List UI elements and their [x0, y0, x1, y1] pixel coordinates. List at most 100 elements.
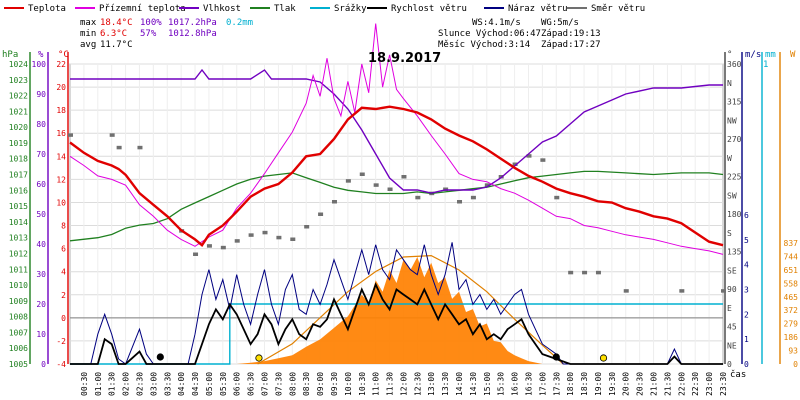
celsius-tick-label: 2: [61, 291, 66, 300]
humidity-line: [70, 68, 723, 194]
time-tick-label: 18:00: [566, 372, 575, 396]
celsius-tick-label: 6: [61, 245, 66, 254]
watt-tick-label: 186: [784, 333, 799, 342]
wind-direction-mark: [457, 200, 463, 204]
time-tick-label: 23:30: [719, 372, 728, 396]
celsius-tick-label: -4: [56, 360, 66, 369]
wind-direction-mark: [540, 158, 546, 162]
watt-tick-label: 558: [784, 279, 799, 288]
direction-tick-label: 180: [727, 210, 742, 219]
celsius-tick-label: -2: [56, 337, 66, 346]
time-tick-label: 02:30: [135, 372, 144, 396]
time-tick-label: 07:00: [261, 372, 270, 396]
hpa-tick-label: 1014: [9, 218, 28, 227]
time-tick-label: 08:00: [288, 372, 297, 396]
stat-min-pressure: 1012.8hPa: [168, 29, 217, 39]
legend-label: Směr větru: [591, 4, 645, 14]
time-tick-label: 07:30: [274, 372, 283, 396]
legend-item: Teplota: [4, 4, 66, 14]
time-tick-label: 05:00: [205, 372, 214, 396]
direction-tick-label: NE: [727, 341, 737, 350]
direction-tick-label: 225: [727, 173, 742, 182]
legend: Teplota Přízemní teplota Vlhkost Tlak Srážky…: [4, 4, 645, 14]
time-tick-label: 04:30: [191, 372, 200, 396]
legend-label: Teplota: [28, 4, 66, 14]
pct-tick-label: 20: [36, 300, 46, 309]
celsius-tick-label: 8: [61, 222, 66, 231]
watt-tick-label: 372: [784, 306, 799, 315]
time-tick-label: 15:30: [497, 372, 506, 396]
stat-max-temp: 18.4°C: [100, 18, 133, 28]
axis-ticks: 1024102310221021102010191018101710161015…: [9, 60, 798, 396]
stat-max-humidity: 100%: [140, 18, 162, 28]
hpa-tick-label: 1017: [9, 171, 28, 180]
time-tick-label: 16:30: [524, 372, 533, 396]
stat-sun-set: Západ:19:13: [541, 29, 601, 39]
hpa-tick-label: 1021: [9, 107, 28, 116]
wind-direction-mark: [595, 270, 601, 275]
time-tick-label: 19:30: [608, 372, 617, 396]
time-tick-label: 21:30: [663, 372, 672, 396]
stat-avg-label: avg: [80, 40, 96, 50]
wind-direction-mark: [526, 154, 532, 158]
time-tick-label: 20:30: [636, 372, 645, 396]
direction-tick-label: N: [727, 79, 732, 88]
wind-direction-mark: [304, 225, 310, 229]
hpa-tick-label: 1007: [9, 328, 28, 337]
watt-tick-label: 279: [784, 320, 799, 329]
wind-direction-mark: [193, 252, 199, 256]
stat-avg-temp: 11.7°C: [100, 40, 133, 50]
celsius-tick-label: 10: [56, 198, 66, 207]
time-tick-label: 08:30: [302, 372, 311, 396]
time-tick-label: 06:00: [233, 372, 242, 396]
celsius-tick-label: 16: [56, 129, 66, 138]
time-tick-label: 18:30: [580, 372, 589, 396]
celsius-tick-label: 0: [61, 314, 66, 323]
time-tick-label: 13:00: [427, 372, 436, 396]
pct-tick-label: 70: [36, 150, 46, 159]
legend-item: Rychlost větru: [367, 4, 467, 14]
mm-unit-label: mm: [765, 50, 776, 60]
wind-direction-mark: [318, 212, 324, 216]
solar-area: [70, 257, 723, 364]
direction-tick-label: 45: [727, 323, 737, 332]
legend-item: Tlak: [250, 4, 296, 14]
ms-tick-label: 6: [744, 211, 749, 220]
direction-tick-label: NW: [727, 116, 737, 125]
solar-theory-line: [257, 254, 564, 365]
pct-unit-label: %: [38, 50, 44, 60]
watt-tick-label: 465: [784, 293, 799, 302]
direction-tick-label: SW: [727, 191, 737, 200]
time-tick-label: 04:00: [177, 372, 186, 396]
stat-max-label: max: [80, 18, 97, 28]
celsius-tick-label: 18: [56, 106, 66, 115]
time-tick-label: 12:00: [399, 372, 408, 396]
direction-tick-label: E: [727, 304, 732, 313]
temperature-line: [69, 105, 724, 247]
wind-direction-mark: [248, 233, 254, 237]
stat-min-label: min: [80, 29, 96, 39]
time-tick-label: 22:00: [677, 372, 686, 396]
wind-direction-mark: [443, 187, 449, 191]
time-tick-label: 17:30: [552, 372, 561, 396]
pct-tick-label: 10: [36, 330, 46, 339]
wind-direction-mark: [679, 289, 685, 293]
time-tick-label: 14:00: [455, 372, 464, 396]
pressure-line: [69, 170, 724, 242]
ms-unit-label: m/s: [745, 50, 761, 60]
time-tick-label: 01:30: [108, 372, 117, 396]
stat-moon: Měsíc Východ:3:14: [438, 40, 530, 50]
time-tick-label: 05:30: [219, 372, 228, 396]
time-tick-label: 11:30: [386, 372, 395, 396]
celsius-tick-label: 12: [56, 175, 66, 184]
wind-direction-mark: [331, 200, 337, 204]
stat-wind-speed: WS:4.1m/s: [472, 18, 521, 28]
hpa-tick-label: 1006: [9, 344, 28, 353]
wind-direction-mark: [415, 195, 421, 200]
stat-max-pressure: 1017.2hPa: [168, 18, 217, 28]
time-tick-label: 10:00: [344, 372, 353, 396]
wind-direction-mark: [137, 145, 143, 150]
hpa-tick-label: 1020: [9, 123, 28, 132]
legend-label: Rychlost větru: [391, 4, 467, 14]
